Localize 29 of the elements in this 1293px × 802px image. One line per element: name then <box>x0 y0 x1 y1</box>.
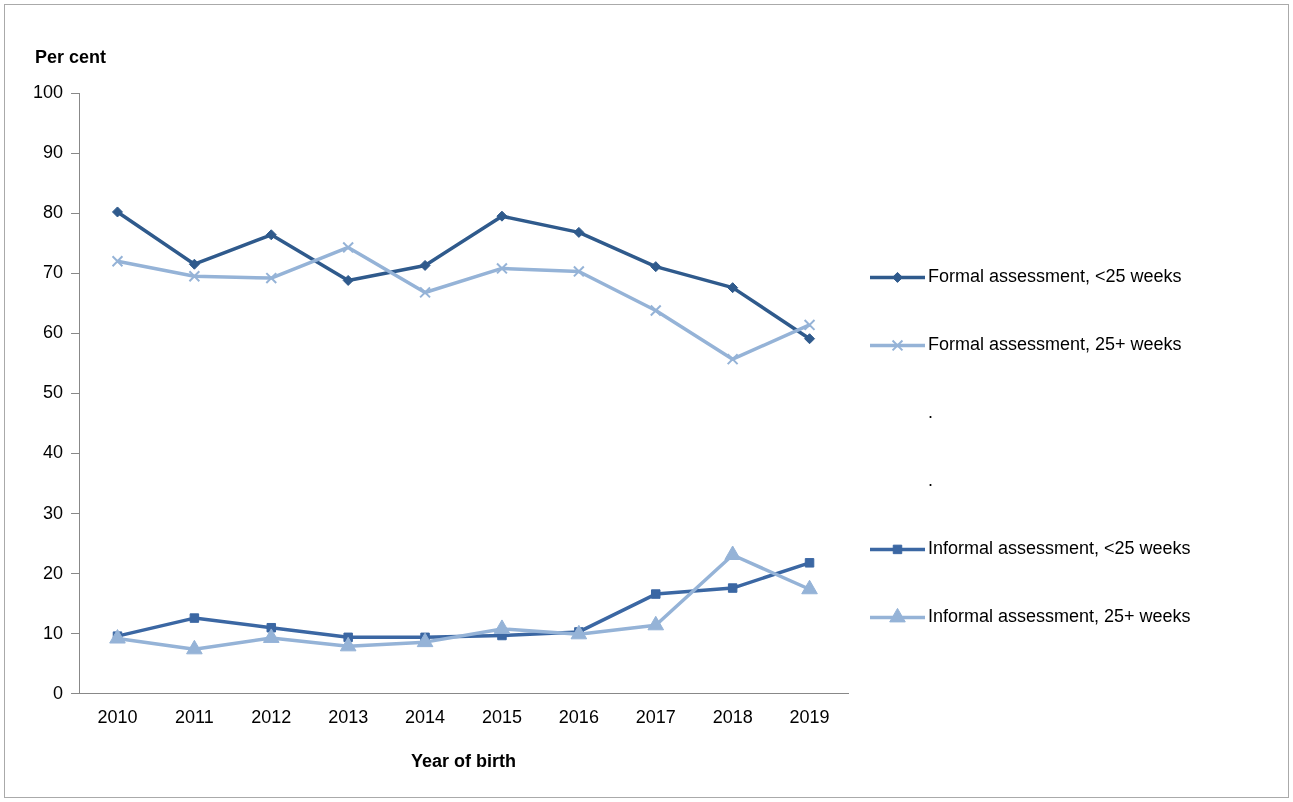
x-tick-label: 2016 <box>558 706 599 727</box>
x-tick-label: 2017 <box>635 706 676 727</box>
x-tick-label: 2018 <box>712 706 753 727</box>
y-tick-label: 10 <box>43 622 64 643</box>
y-tick-label: 70 <box>43 262 64 283</box>
legend-label: Informal assessment, <25 weeks <box>928 538 1191 559</box>
y-tick-label: 80 <box>43 202 64 223</box>
y-axis-title: Per cent <box>35 47 107 67</box>
y-tick-label: 30 <box>43 502 64 523</box>
y-tick-label: 50 <box>43 382 64 403</box>
y-tick-label: 0 <box>53 682 64 703</box>
legend-label: Formal assessment, <25 weeks <box>928 266 1182 287</box>
x-tick-label: 2015 <box>481 706 522 727</box>
y-tick-label: 40 <box>43 442 64 463</box>
text: . <box>928 470 934 491</box>
x-tick-label: 2013 <box>328 706 369 727</box>
x-tick-label: 2011 <box>175 706 214 727</box>
x-tick-label: 2012 <box>251 706 292 727</box>
y-tick-label: 90 <box>43 142 64 163</box>
x-axis-title: Year of birth <box>411 751 517 772</box>
legend-label: Informal assessment, 25+ weeks <box>928 606 1191 627</box>
legend-label: Formal assessment, 25+ weeks <box>928 334 1182 355</box>
x-tick-label: 2010 <box>97 706 138 727</box>
text: . <box>928 402 934 423</box>
x-tick-label: 2019 <box>789 706 830 727</box>
y-tick-label: 20 <box>43 562 64 583</box>
x-tick-label: 2014 <box>405 706 446 727</box>
y-tick-label: 60 <box>43 322 64 343</box>
y-tick-label: 100 <box>32 81 64 102</box>
